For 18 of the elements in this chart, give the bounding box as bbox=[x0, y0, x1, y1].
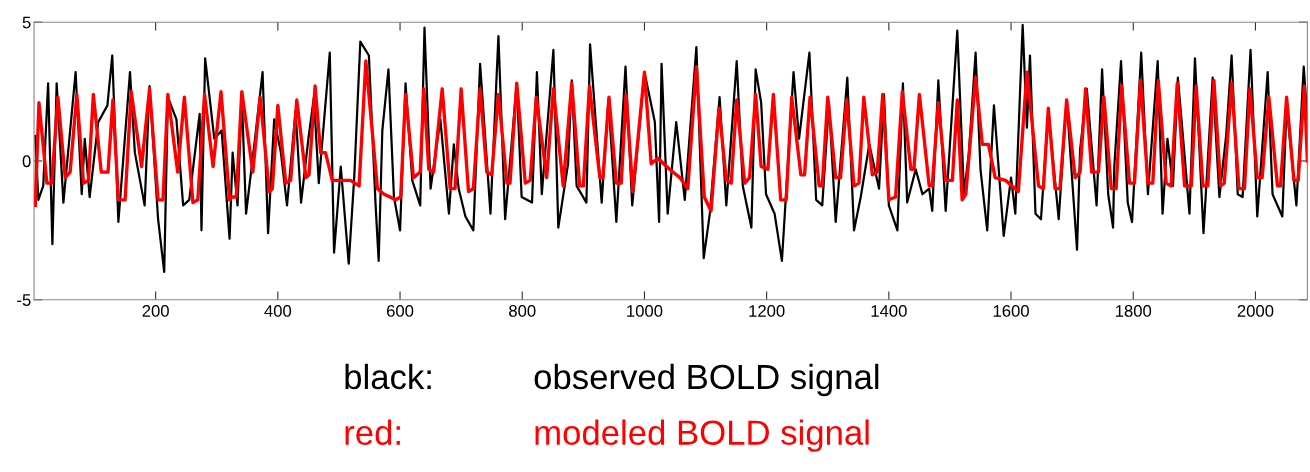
x-tick-label: 1400 bbox=[871, 305, 907, 317]
text: red: bbox=[345, 419, 400, 445]
x-tick-label: 1800 bbox=[1115, 305, 1152, 317]
text: modeled BOLD signal bbox=[535, 419, 869, 452]
y-tick-label: 0 bbox=[22, 155, 31, 168]
x-tick-label: 400 bbox=[264, 305, 292, 317]
x-tick-label: 200 bbox=[142, 305, 169, 317]
x-tick-label: 1000 bbox=[627, 305, 663, 317]
line-series bbox=[34, 59, 1308, 213]
y-tick-label: 5 bbox=[22, 16, 31, 29]
text: black: bbox=[345, 363, 431, 390]
x-tick-label: 600 bbox=[386, 305, 414, 317]
x-tick-label: 800 bbox=[509, 305, 536, 317]
x-tick-label: 1200 bbox=[749, 305, 785, 317]
y-tick-label: -5 bbox=[17, 294, 31, 306]
x-tick-label: 1600 bbox=[993, 305, 1029, 317]
text: observed BOLD signal bbox=[534, 363, 879, 397]
x-tick-label: 2000 bbox=[1237, 305, 1274, 317]
